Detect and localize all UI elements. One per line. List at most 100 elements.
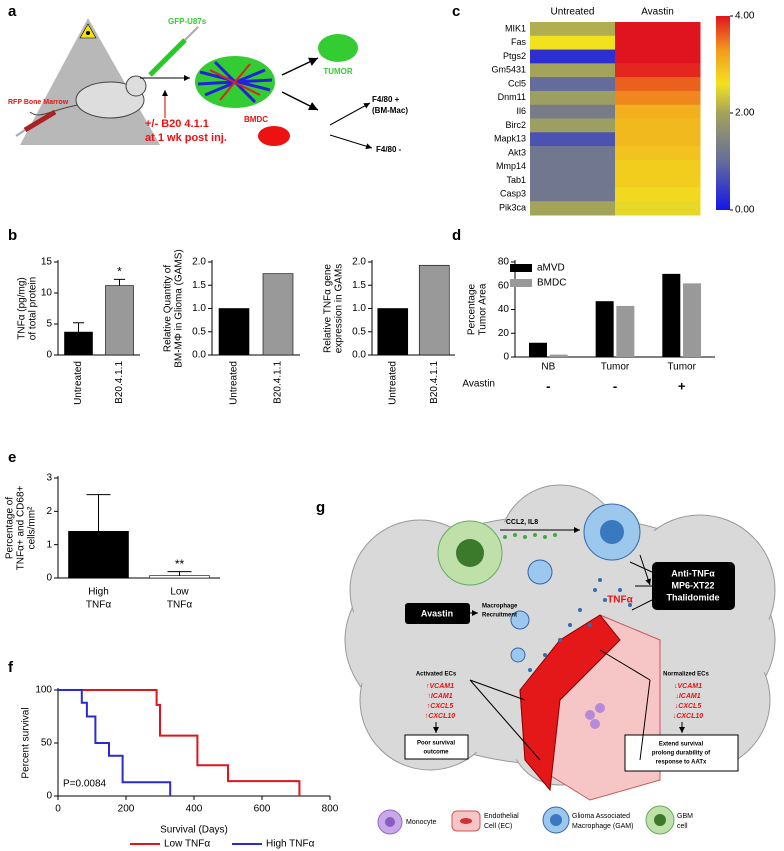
bar bbox=[377, 308, 409, 356]
row-label: Ptgs2 bbox=[503, 51, 526, 61]
y-tick-label: 0 bbox=[46, 573, 52, 584]
x-tick-label: Low bbox=[170, 587, 189, 598]
diagram-g-text: Glioma Associated bbox=[572, 813, 630, 820]
row-label: Birc2 bbox=[505, 120, 526, 130]
diagram-g-text: Avastin bbox=[421, 608, 453, 618]
heatmap-cell bbox=[530, 77, 616, 92]
diagram-a-text: RFP Bone Marrow bbox=[8, 99, 69, 106]
diagram-g-text: ↓CXCL5 bbox=[675, 703, 702, 710]
y-tick-label: 0 bbox=[503, 352, 509, 363]
heatmap-cell bbox=[530, 90, 616, 106]
heatmap-cell bbox=[615, 132, 701, 147]
row-label: MIK1 bbox=[505, 23, 526, 33]
bar bbox=[616, 305, 635, 357]
y-tick-label: 1.0 bbox=[352, 303, 366, 314]
heatmap-cell bbox=[530, 173, 616, 188]
x-tick-label: 0 bbox=[55, 804, 61, 815]
diagram-g-text: Monocyte bbox=[406, 819, 436, 826]
diagram-g-text: Normalized ECs bbox=[663, 672, 709, 678]
panel-g-art bbox=[344, 484, 776, 835]
error-bar bbox=[167, 571, 192, 576]
row-label: Gm5431 bbox=[491, 65, 526, 75]
error-bar bbox=[86, 494, 111, 532]
y-axis-label: BM-MΦ in Glioma (GAMS) bbox=[174, 249, 185, 368]
legend-label: Low TNFα bbox=[164, 839, 210, 850]
bar bbox=[149, 575, 210, 579]
heatmap-cell bbox=[615, 22, 701, 37]
diagram-g-text: Anti-TNFα bbox=[671, 568, 715, 578]
diagram-g-text: ↑VCAM1 bbox=[426, 683, 454, 690]
x-tick-label: Untreated bbox=[73, 361, 84, 405]
y-tick-label: 1.5 bbox=[352, 280, 366, 291]
x-tick-label: Tumor bbox=[667, 362, 696, 373]
bar bbox=[218, 308, 250, 356]
y-axis-label: Percentage bbox=[467, 283, 478, 335]
bar bbox=[262, 273, 294, 356]
heatmap-cell bbox=[530, 63, 616, 78]
x-tick-label: Tumor bbox=[601, 362, 630, 373]
y-axis-label: TNFα (pg/mg) bbox=[17, 277, 28, 339]
diagram-g-text: Macrophage (GAM) bbox=[572, 823, 633, 830]
panel-label: d bbox=[452, 227, 461, 244]
heatmap-cell bbox=[615, 173, 701, 188]
x-tick-label: B20.4.1.1 bbox=[429, 361, 440, 404]
diagram-g-text: cell bbox=[677, 823, 688, 830]
diagram-g-text: ↓ICAM1 bbox=[675, 693, 700, 700]
diagram-g-text: Extend survival bbox=[659, 742, 704, 748]
annotation: P=0.0084 bbox=[63, 779, 107, 790]
y-axis-label: Relative Quantity of bbox=[163, 265, 174, 352]
y-tick-label: 0 bbox=[46, 791, 52, 802]
significance: * bbox=[117, 265, 122, 279]
panel-label: c bbox=[452, 3, 460, 20]
panel-label: b bbox=[8, 227, 17, 244]
heatmap-cell bbox=[615, 49, 701, 64]
panel-label: g bbox=[316, 499, 325, 516]
row-label: Mapk13 bbox=[494, 134, 526, 144]
row-label: Fas bbox=[511, 37, 527, 47]
panel-label: e bbox=[8, 449, 16, 466]
diagram-g-text: CCL2, IL8 bbox=[506, 519, 538, 526]
y-axis-label: Percentage of bbox=[5, 497, 16, 559]
heatmap-cell bbox=[530, 132, 616, 147]
y-axis-label: cells/mm² bbox=[27, 506, 38, 549]
diagram-g-text: ↑CXCL5 bbox=[427, 703, 454, 710]
diagram-g-text: Recruitment bbox=[482, 613, 517, 619]
diagram-g-text: TNFα bbox=[607, 595, 633, 606]
row-label: Akt3 bbox=[508, 147, 526, 157]
bar bbox=[64, 331, 93, 356]
y-tick-label: 0.5 bbox=[352, 326, 366, 337]
x-tick-label: 200 bbox=[118, 804, 135, 815]
x-tick-label: NB bbox=[541, 362, 555, 373]
bar bbox=[662, 273, 681, 357]
x-tick-label: 600 bbox=[254, 804, 271, 815]
y-axis-label: of total protein bbox=[28, 277, 39, 340]
diagram-g-text: Macrophage bbox=[482, 604, 518, 610]
row-value: - bbox=[613, 378, 617, 393]
colorbar-tick-label: 2.00 bbox=[735, 108, 755, 119]
heatmap-cell bbox=[615, 90, 701, 106]
heatmap-cell bbox=[615, 104, 701, 119]
y-tick-label: 60 bbox=[498, 280, 510, 291]
diagram-g-text: ↑ICAM1 bbox=[427, 693, 452, 700]
heatmap-cell bbox=[615, 146, 701, 161]
heatmap-cell bbox=[530, 49, 616, 64]
bar bbox=[595, 301, 614, 357]
panel-label: a bbox=[8, 3, 17, 20]
row-value: + bbox=[678, 378, 686, 393]
heatmap-cell bbox=[530, 159, 616, 175]
diagram-g-text: outcome bbox=[423, 750, 449, 756]
y-axis-label: TNFα+ and CD68+ bbox=[16, 485, 27, 570]
legend-swatch bbox=[510, 279, 532, 287]
colorbar-tick-label: 4.00 bbox=[735, 11, 755, 22]
y-tick-label: 10 bbox=[41, 288, 53, 299]
y-tick-label: 0.5 bbox=[192, 326, 206, 337]
panel-a-art bbox=[15, 18, 373, 150]
colorbar-tick-label: 0.00 bbox=[735, 205, 755, 216]
y-tick-label: 2.0 bbox=[352, 257, 366, 268]
y-tick-label: 2.0 bbox=[192, 257, 206, 268]
heatmap-cell bbox=[530, 201, 616, 216]
legend-swatch bbox=[510, 264, 532, 272]
y-tick-label: 1.0 bbox=[192, 303, 206, 314]
heatmap-cell bbox=[530, 187, 616, 202]
